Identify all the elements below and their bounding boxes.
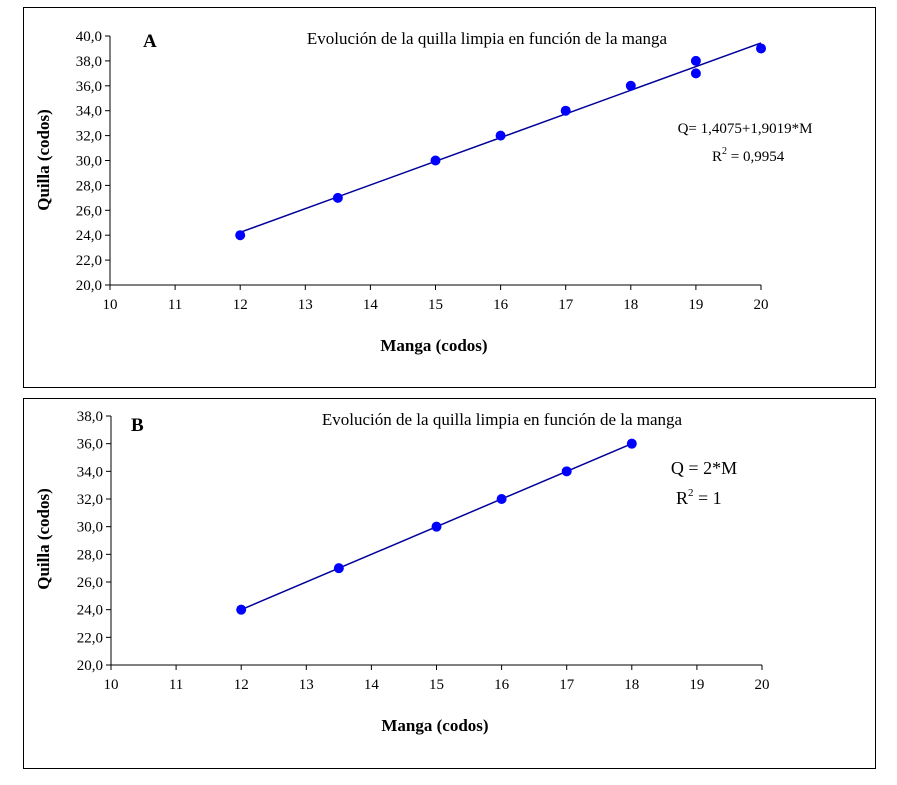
y-tick-label: 32,0 (76, 129, 102, 145)
x-tick-label: 10 (103, 297, 118, 313)
y-tick-label: 36,0 (77, 437, 103, 453)
r-squared-b-value: = 1 (694, 488, 722, 508)
r-squared-b-sup: 2 (688, 487, 694, 499)
y-tick-label: 36,0 (76, 79, 102, 95)
data-point (560, 105, 571, 116)
data-point (690, 68, 701, 79)
y-tick-label: 20,0 (77, 658, 103, 674)
chart-panel-a: A Evolución de la quilla limpia en funci… (23, 7, 876, 388)
panel-label-a: A (143, 31, 157, 52)
data-point (626, 438, 637, 449)
chart-panel-b: B Evolución de la quilla limpia en funci… (23, 398, 876, 769)
x-tick-label: 13 (298, 297, 313, 313)
x-tick-label: 12 (233, 297, 248, 313)
y-axis-label-b: Quilla (codos) (34, 488, 53, 590)
points-b (236, 438, 637, 615)
data-point (430, 155, 441, 166)
x-axis-label-b: Manga (codos) (381, 716, 488, 735)
data-point (332, 192, 343, 203)
chart-title-b: Evolución de la quilla limpia en función… (322, 410, 683, 429)
points-a (235, 43, 766, 241)
x-tick-label: 14 (364, 677, 380, 693)
x-tick-label: 11 (168, 297, 182, 313)
x-tick-label: 19 (689, 677, 704, 693)
panel-label-b: B (131, 415, 144, 436)
x-tick-label: 16 (494, 677, 510, 693)
data-point (495, 130, 506, 141)
r-squared-b-prefix: R (676, 488, 688, 508)
y-tick-label: 26,0 (77, 575, 103, 591)
x-tick-label: 17 (558, 297, 574, 313)
x-tick-label: 17 (559, 677, 575, 693)
y-tick-label: 20,0 (76, 278, 102, 294)
data-point (333, 563, 344, 574)
equation-b: Q = 2*M (671, 458, 737, 478)
ticks-b: 10 11 12 13 14 15 16 17 18 19 20 20,0 22,0 24,0 26,0 28… (77, 409, 770, 693)
x-tick-label: 12 (234, 677, 249, 693)
data-point (235, 230, 246, 241)
r-squared-a-sup: 2 (722, 146, 727, 157)
y-tick-label: 22,0 (77, 630, 103, 646)
data-point (496, 494, 507, 504)
y-tick-label: 32,0 (77, 492, 103, 508)
x-tick-label: 18 (623, 297, 638, 313)
r-squared-a-prefix: R (712, 149, 722, 165)
y-tick-label: 40,0 (76, 29, 102, 45)
y-tick-label: 38,0 (77, 409, 103, 425)
data-point (431, 521, 442, 532)
x-tick-label: 15 (428, 297, 443, 313)
data-point (561, 466, 572, 477)
r-squared-a-value: = 0,9954 (727, 149, 785, 165)
y-tick-label: 38,0 (76, 54, 102, 70)
x-tick-label: 13 (299, 677, 314, 693)
y-tick-label: 28,0 (76, 178, 102, 194)
x-tick-label: 11 (169, 677, 183, 693)
y-axis-label-a: Quilla (codos) (34, 109, 53, 211)
x-tick-label: 20 (755, 677, 770, 693)
y-tick-label: 30,0 (77, 520, 103, 536)
x-tick-label: 16 (493, 297, 509, 313)
y-tick-label: 24,0 (77, 603, 103, 619)
data-point (690, 55, 701, 66)
x-tick-label: 15 (429, 677, 444, 693)
chart-a-svg: A Evolución de la quilla limpia en funci… (34, 29, 813, 355)
x-tick-label: 19 (688, 297, 703, 313)
ticks-a: 10 11 12 13 14 15 16 17 18 19 20 20,0 22,0 24,0 26,0 28… (76, 29, 769, 313)
y-tick-label: 28,0 (77, 547, 103, 563)
x-tick-label: 14 (363, 297, 379, 313)
r-squared-a: R2 = 0,9954 (712, 146, 785, 165)
r-squared-b: R2 = 1 (676, 487, 722, 508)
chart-title-a: Evolución de la quilla limpia en función… (307, 29, 668, 48)
y-tick-label: 34,0 (77, 464, 103, 480)
x-axis-label-a: Manga (codos) (380, 336, 487, 355)
data-point (756, 43, 766, 54)
y-tick-label: 26,0 (76, 203, 102, 219)
x-tick-label: 20 (754, 297, 769, 313)
x-tick-label: 10 (104, 677, 119, 693)
y-tick-label: 22,0 (76, 253, 102, 269)
data-point (625, 80, 636, 91)
data-point (236, 604, 247, 615)
y-tick-label: 30,0 (76, 154, 102, 170)
chart-b-svg: B Evolución de la quilla limpia en funci… (34, 409, 770, 735)
x-tick-label: 18 (624, 677, 639, 693)
axes-b (110, 416, 762, 666)
y-tick-label: 24,0 (76, 228, 102, 244)
y-tick-label: 34,0 (76, 104, 102, 120)
equation-a: Q= 1,4075+1,9019*M (678, 121, 813, 137)
